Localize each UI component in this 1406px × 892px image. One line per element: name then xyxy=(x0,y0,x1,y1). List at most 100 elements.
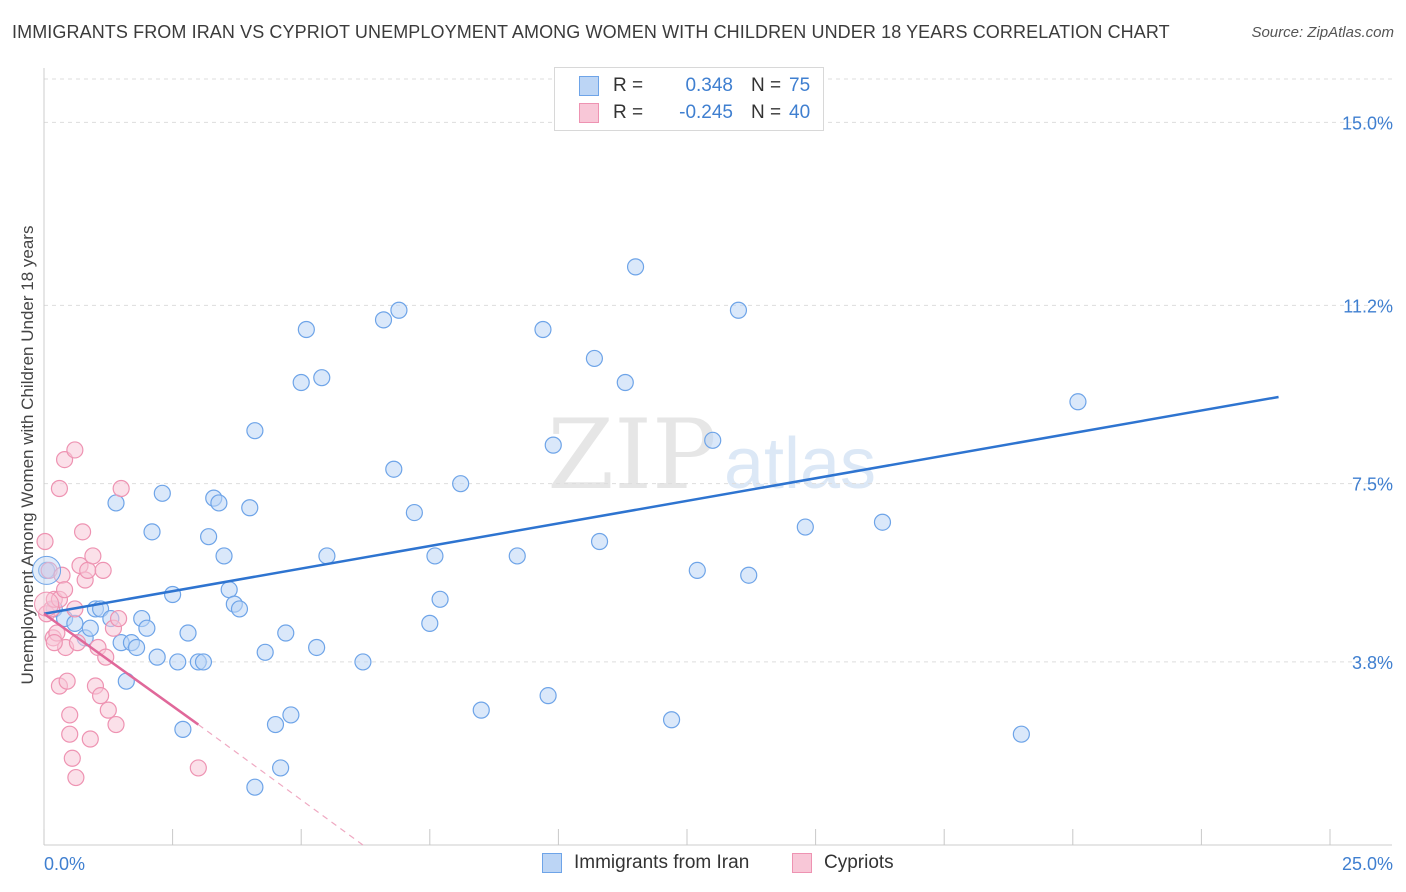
data-point xyxy=(109,609,128,628)
trendline-cypriots-extension xyxy=(197,724,364,846)
legend-n-value-iran: 75 xyxy=(789,75,811,96)
data-point xyxy=(164,585,182,604)
correlation-legend: R = 0.348 N = 75 R = -0.245 N = 40 xyxy=(554,67,824,131)
data-point xyxy=(740,566,758,584)
data-point xyxy=(421,614,439,632)
data-point xyxy=(704,431,722,449)
data-point xyxy=(179,624,197,642)
data-point xyxy=(107,715,125,734)
data-point xyxy=(590,532,609,551)
data-point xyxy=(796,518,814,536)
data-point xyxy=(354,653,372,671)
data-point xyxy=(143,523,161,541)
data-point xyxy=(174,720,192,738)
bottom-legend-iran: Immigrants from Iran xyxy=(542,852,749,874)
legend-label-iran: Immigrants from Iran xyxy=(574,852,750,873)
data-point xyxy=(66,614,84,632)
data-point xyxy=(73,523,92,541)
data-point xyxy=(58,672,76,690)
data-point xyxy=(308,638,326,657)
data-point xyxy=(282,706,300,724)
data-point xyxy=(94,561,112,579)
cypriots-legend-icon xyxy=(792,853,812,873)
data-point xyxy=(66,441,84,459)
data-point xyxy=(292,373,310,392)
data-point xyxy=(585,349,604,368)
data-point xyxy=(626,258,645,276)
legend-r-value-iran: 0.348 xyxy=(685,75,733,96)
data-point xyxy=(107,494,125,512)
data-point xyxy=(616,373,634,392)
data-point xyxy=(534,320,552,339)
data-point xyxy=(246,778,264,796)
data-point xyxy=(452,475,470,493)
data-point xyxy=(79,561,97,579)
x-tick-label-max: 25.0% xyxy=(1342,854,1393,874)
legend-n-value-cypriots: 40 xyxy=(789,102,811,123)
cypriots-swatch-icon xyxy=(579,103,599,123)
legend-row-cypriots: R = -0.245 N = 40 xyxy=(579,100,810,126)
iran-swatch-icon xyxy=(579,76,599,96)
data-point xyxy=(873,513,892,531)
data-point xyxy=(662,711,681,729)
data-point xyxy=(189,759,207,777)
data-point xyxy=(688,561,706,579)
data-point xyxy=(431,590,449,608)
series-immigrants-from-iran xyxy=(37,258,1087,796)
data-point xyxy=(544,436,562,454)
data-point xyxy=(318,547,336,565)
data-point xyxy=(112,479,130,498)
data-point xyxy=(127,638,146,657)
data-point xyxy=(81,730,99,748)
data-point xyxy=(266,715,285,734)
data-point xyxy=(36,532,54,551)
data-point xyxy=(200,528,218,546)
data-point xyxy=(169,653,187,671)
data-point xyxy=(297,320,315,339)
data-point xyxy=(1069,393,1087,411)
data-point xyxy=(272,759,290,777)
data-point xyxy=(138,619,156,637)
source-label: Source: ZipAtlas.com xyxy=(1251,24,1394,41)
data-point xyxy=(374,311,393,329)
data-point xyxy=(230,600,249,618)
legend-row-iran: R = 0.348 N = 75 xyxy=(579,73,810,99)
data-point xyxy=(385,460,403,478)
data-point xyxy=(472,701,490,719)
data-point xyxy=(246,422,264,440)
x-tick-label-min: 0.0% xyxy=(44,854,85,874)
data-point xyxy=(67,768,85,787)
data-point xyxy=(99,701,117,719)
data-point xyxy=(45,634,63,652)
data-point xyxy=(405,503,423,522)
data-point xyxy=(539,687,557,705)
data-point xyxy=(50,479,69,498)
data-point xyxy=(313,369,331,387)
data-point xyxy=(81,619,99,637)
data-point xyxy=(277,624,295,642)
trendline-iran xyxy=(43,395,1279,615)
y-tick-label: 15.0% xyxy=(1342,113,1393,133)
iran-legend-icon xyxy=(542,853,562,873)
data-point xyxy=(55,581,74,599)
data-point xyxy=(256,643,274,661)
data-point xyxy=(220,581,238,599)
y-tick-label: 7.5% xyxy=(1352,475,1393,495)
data-point xyxy=(194,653,213,671)
legend-r-value-cypriots: -0.245 xyxy=(679,102,733,123)
data-point xyxy=(63,749,81,767)
data-point xyxy=(241,499,259,517)
watermark-atlas: atlas xyxy=(724,424,876,504)
y-tick-label: 11.2% xyxy=(1343,296,1393,316)
legend-label-cypriots: Cypriots xyxy=(824,852,894,873)
data-point xyxy=(210,494,228,512)
legend-n-label: N = xyxy=(751,102,782,123)
chart-title: IMMIGRANTS FROM IRAN VS CYPRIOT UNEMPLOY… xyxy=(12,22,1170,42)
series-cypriots xyxy=(36,441,207,787)
data-point xyxy=(148,648,166,666)
data-point xyxy=(729,301,748,319)
data-point xyxy=(215,547,233,565)
legend-n-label: N = xyxy=(751,75,782,96)
legend-r-label: R = xyxy=(613,102,644,123)
